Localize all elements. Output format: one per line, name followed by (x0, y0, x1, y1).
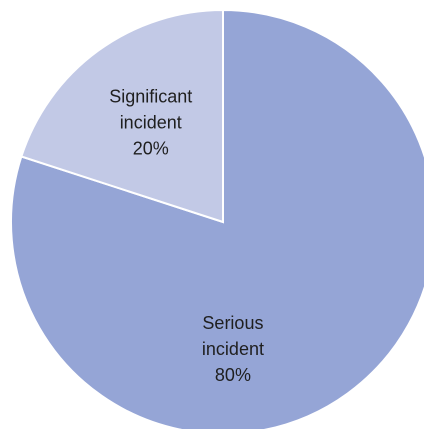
slice-percent-label: 80% (215, 365, 251, 385)
slice-name-label: Serious (202, 313, 263, 333)
slice-label-serious-incident: Serious incident 80% (202, 313, 264, 385)
slice-name-label: Significant (109, 87, 192, 107)
pie-slice-serious-incident (10, 8, 424, 429)
slice-percent-label: 20% (133, 139, 169, 159)
pie-slice-significant-incident (20, 8, 224, 224)
slice-label-significant-incident: Significant incident 20% (109, 87, 192, 159)
slice-name-label: incident (120, 113, 182, 133)
slice-name-label: incident (202, 339, 264, 359)
